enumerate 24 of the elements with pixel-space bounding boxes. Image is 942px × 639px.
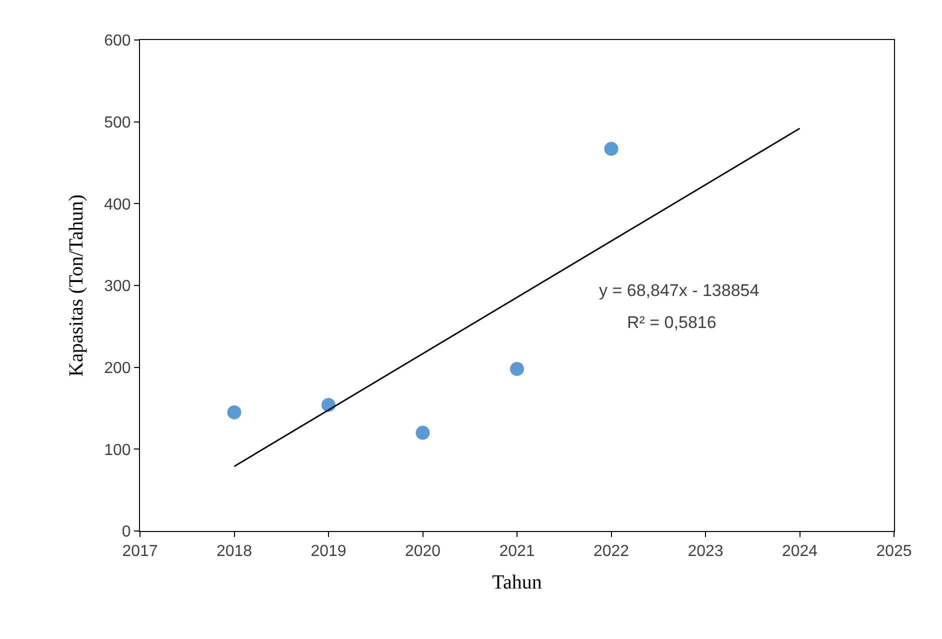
x-tick-label: 2023 (688, 543, 724, 560)
y-tick-label: 500 (104, 114, 131, 132)
x-axis-title: Tahun (492, 572, 542, 594)
y-tick-label: 100 (104, 442, 131, 459)
x-tick-label: 2022 (593, 543, 630, 560)
point (604, 142, 618, 156)
point (416, 426, 430, 440)
y-axis-title: Kapasitas (Ton/Tahun) (66, 194, 88, 377)
y-tick-label: 400 (104, 196, 131, 214)
x-tick-label: 2025 (876, 543, 912, 560)
point (510, 362, 524, 376)
x-tick-label: 2018 (216, 543, 252, 560)
x-tick-label: 2020 (404, 543, 441, 560)
x-tick-label: 2021 (499, 543, 535, 560)
y-tick-label: 300 (104, 278, 131, 296)
x-tick-label: 2017 (122, 543, 158, 560)
y-tick-label: 0 (122, 524, 131, 541)
point (227, 405, 242, 420)
annotation: y = 68,847x - 138854 (599, 281, 760, 300)
annotation: R² = 0,5816 (627, 313, 716, 332)
y-tick-label: 200 (104, 360, 131, 377)
y-tick-label: 600 (104, 32, 131, 50)
x-tick-label: 2024 (782, 543, 818, 560)
x-tick-label: 2019 (310, 543, 346, 560)
